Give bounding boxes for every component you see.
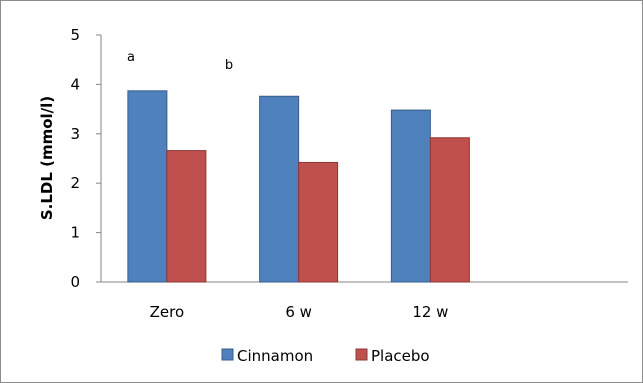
legend-label-placebo: Placebo [371,347,430,365]
y-tick-label: 5 [70,26,80,44]
bar-placebo-0 [166,150,207,283]
x-tick-label: Zero [150,303,185,321]
legend-swatch-cinnamon [221,348,234,361]
y-axis-label: S.LDL (mmol/l) [38,96,56,220]
y-tick-label: 1 [70,224,80,242]
x-axis-ticks: Zero 6 w 12 w [150,303,449,321]
x-tick-label: 6 w [285,303,312,321]
y-tick-label: 0 [70,273,80,291]
bars [127,90,470,283]
x-tick-label: 12 w [412,303,448,321]
legend-swatch-placebo [355,348,368,361]
bar-placebo-2 [429,137,470,283]
y-tick-label: 4 [70,75,80,93]
bar-cinnamon-1 [259,95,300,283]
bar-placebo-1 [298,161,339,283]
legend: Cinnamon Placebo [221,347,430,365]
y-tick-label: 3 [70,125,80,143]
bar-cinnamon-2 [390,109,431,283]
annotation-a: a [127,50,135,65]
legend-label-cinnamon: Cinnamon [237,347,313,365]
annotation-b: b [225,58,233,73]
y-tick-label: 2 [70,174,80,192]
bar-cinnamon-0 [127,90,168,283]
y-axis-ticks: 0 1 2 3 4 5 [70,26,101,291]
